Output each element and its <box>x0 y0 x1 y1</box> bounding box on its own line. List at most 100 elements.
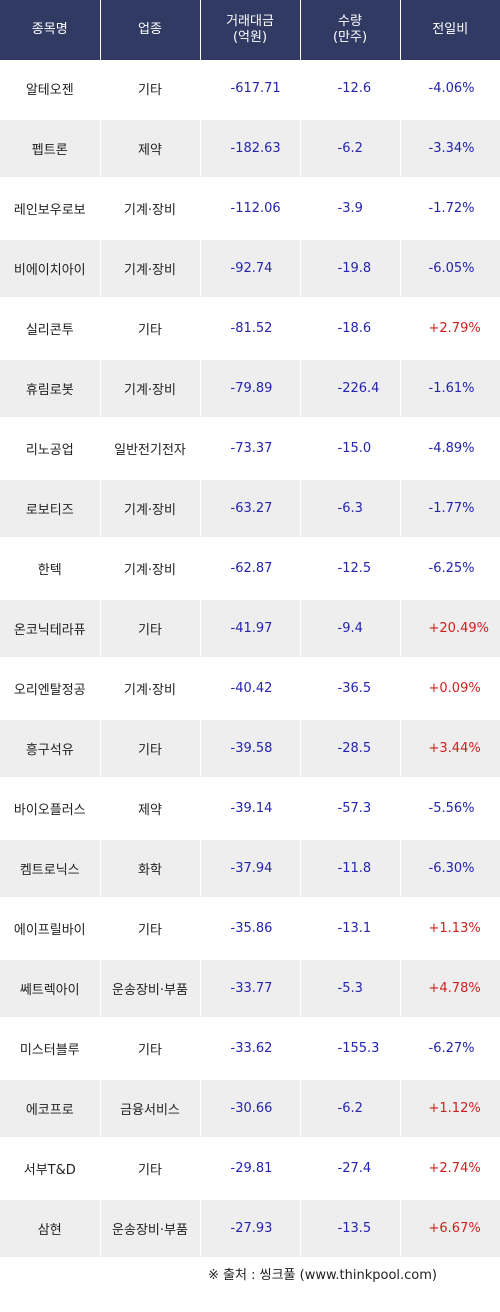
table-row: 로보티즈 기계·장비 -63.27 -6.3 -1.77% <box>0 478 500 539</box>
cell-stock-name: 서부T&D <box>0 1138 101 1199</box>
cell-trade-amount: -182.63 <box>200 118 301 179</box>
cell-quantity: -57.3 <box>300 778 401 839</box>
cell-sector: 화학 <box>100 838 201 899</box>
cell-stock-name: 비에이치아이 <box>0 238 101 299</box>
cell-stock-name: 에이프릴바이 <box>0 898 101 959</box>
cell-trade-amount: -29.81 <box>200 1138 301 1199</box>
cell-stock-name: 펩트론 <box>0 118 101 179</box>
cell-sector: 기타 <box>100 60 201 119</box>
cell-trade-amount: -27.93 <box>200 1198 301 1259</box>
cell-sector: 기타 <box>100 1018 201 1079</box>
source-note: ※ 출처 : 씽크풀 (www.thinkpool.com) <box>208 1268 437 1283</box>
cell-change: +1.12% <box>400 1078 500 1139</box>
stock-table: 종목명 업종 거래대금 (억원) 수량 (만주) 전일비 알테오젠 기타 -617.71 -12.… <box>0 0 500 1259</box>
cell-quantity: -19.8 <box>300 238 401 299</box>
cell-stock-name: 리노공업 <box>0 418 101 479</box>
cell-trade-amount: -41.97 <box>200 598 301 659</box>
cell-change: -6.27% <box>400 1018 500 1079</box>
cell-quantity: -12.6 <box>300 60 401 119</box>
cell-sector: 제약 <box>100 778 201 839</box>
cell-trade-amount: -39.58 <box>200 718 301 779</box>
cell-change: -1.72% <box>400 178 500 239</box>
cell-change: -5.56% <box>400 778 500 839</box>
cell-quantity: -5.3 <box>300 958 401 1019</box>
table-body: 알테오젠 기타 -617.71 -12.6 -4.06% 펩트론 제약 -182.63 -6.2… <box>0 60 500 1259</box>
cell-trade-amount: -39.14 <box>200 778 301 839</box>
table-row: 휴림로봇 기계·장비 -79.89 -226.4 -1.61% <box>0 358 500 419</box>
cell-quantity: -15.0 <box>300 418 401 479</box>
cell-trade-amount: -35.86 <box>200 898 301 959</box>
table-row: 한텍 기계·장비 -62.87 -12.5 -6.25% <box>0 538 500 599</box>
cell-change: +6.67% <box>400 1198 500 1259</box>
cell-sector: 기타 <box>100 598 201 659</box>
cell-sector: 운송장비·부품 <box>100 1198 201 1259</box>
cell-change: +2.79% <box>400 298 500 359</box>
cell-change: +20.49% <box>400 598 500 659</box>
cell-change: -1.77% <box>400 478 500 539</box>
cell-trade-amount: -37.94 <box>200 838 301 899</box>
cell-change: -6.25% <box>400 538 500 599</box>
cell-trade-amount: -617.71 <box>200 60 301 119</box>
table-row: 쎄트렉아이 운송장비·부품 -33.77 -5.3 +4.78% <box>0 958 500 1019</box>
cell-quantity: -18.6 <box>300 298 401 359</box>
cell-change: +3.44% <box>400 718 500 779</box>
table-row: 켐트로닉스 화학 -37.94 -11.8 -6.30% <box>0 838 500 899</box>
cell-stock-name: 실리콘투 <box>0 298 101 359</box>
cell-stock-name: 흥구석유 <box>0 718 101 779</box>
cell-stock-name: 바이오플러스 <box>0 778 101 839</box>
cell-sector: 기계·장비 <box>100 658 201 719</box>
cell-trade-amount: -30.66 <box>200 1078 301 1139</box>
cell-sector: 기타 <box>100 298 201 359</box>
table-row: 오리엔탈정공 기계·장비 -40.42 -36.5 +0.09% <box>0 658 500 719</box>
cell-quantity: -6.2 <box>300 1078 401 1139</box>
table-row: 삼현 운송장비·부품 -27.93 -13.5 +6.67% <box>0 1198 500 1259</box>
cell-stock-name: 켐트로닉스 <box>0 838 101 899</box>
cell-change: -4.89% <box>400 418 500 479</box>
cell-change: -3.34% <box>400 118 500 179</box>
cell-sector: 기타 <box>100 898 201 959</box>
cell-trade-amount: -33.62 <box>200 1018 301 1079</box>
cell-stock-name: 미스터블루 <box>0 1018 101 1079</box>
cell-change: +2.74% <box>400 1138 500 1199</box>
cell-quantity: -6.3 <box>300 478 401 539</box>
cell-change: -1.61% <box>400 358 500 419</box>
table-row: 리노공업 일반전기전자 -73.37 -15.0 -4.89% <box>0 418 500 479</box>
cell-trade-amount: -79.89 <box>200 358 301 419</box>
cell-sector: 일반전기전자 <box>100 418 201 479</box>
cell-stock-name: 한텍 <box>0 538 101 599</box>
cell-trade-amount: -62.87 <box>200 538 301 599</box>
cell-stock-name: 오리엔탈정공 <box>0 658 101 719</box>
cell-trade-amount: -40.42 <box>200 658 301 719</box>
cell-quantity: -36.5 <box>300 658 401 719</box>
cell-sector: 제약 <box>100 118 201 179</box>
cell-quantity: -226.4 <box>300 358 401 419</box>
cell-quantity: -11.8 <box>300 838 401 899</box>
header-quantity: 수량 (만주) <box>300 0 401 60</box>
cell-trade-amount: -112.06 <box>200 178 301 239</box>
cell-quantity: -9.4 <box>300 598 401 659</box>
table-row: 흥구석유 기타 -39.58 -28.5 +3.44% <box>0 718 500 779</box>
cell-change: -6.30% <box>400 838 500 899</box>
table-row: 에코프로 금융서비스 -30.66 -6.2 +1.12% <box>0 1078 500 1139</box>
cell-sector: 기계·장비 <box>100 178 201 239</box>
cell-quantity: -6.2 <box>300 118 401 179</box>
cell-quantity: -12.5 <box>300 538 401 599</box>
cell-quantity: -27.4 <box>300 1138 401 1199</box>
table-row: 바이오플러스 제약 -39.14 -57.3 -5.56% <box>0 778 500 839</box>
cell-sector: 기계·장비 <box>100 238 201 299</box>
table-row: 에이프릴바이 기타 -35.86 -13.1 +1.13% <box>0 898 500 959</box>
cell-sector: 기계·장비 <box>100 478 201 539</box>
table-row: 실리콘투 기타 -81.52 -18.6 +2.79% <box>0 298 500 359</box>
cell-sector: 기계·장비 <box>100 358 201 419</box>
cell-change: +4.78% <box>400 958 500 1019</box>
cell-change: -6.05% <box>400 238 500 299</box>
cell-change: -4.06% <box>400 60 500 119</box>
cell-stock-name: 삼현 <box>0 1198 101 1259</box>
cell-sector: 금융서비스 <box>100 1078 201 1139</box>
cell-stock-name: 로보티즈 <box>0 478 101 539</box>
cell-change: +1.13% <box>400 898 500 959</box>
cell-trade-amount: -63.27 <box>200 478 301 539</box>
table-row: 미스터블루 기타 -33.62 -155.3 -6.27% <box>0 1018 500 1079</box>
cell-stock-name: 레인보우로보 <box>0 178 101 239</box>
table-row: 서부T&D 기타 -29.81 -27.4 +2.74% <box>0 1138 500 1199</box>
